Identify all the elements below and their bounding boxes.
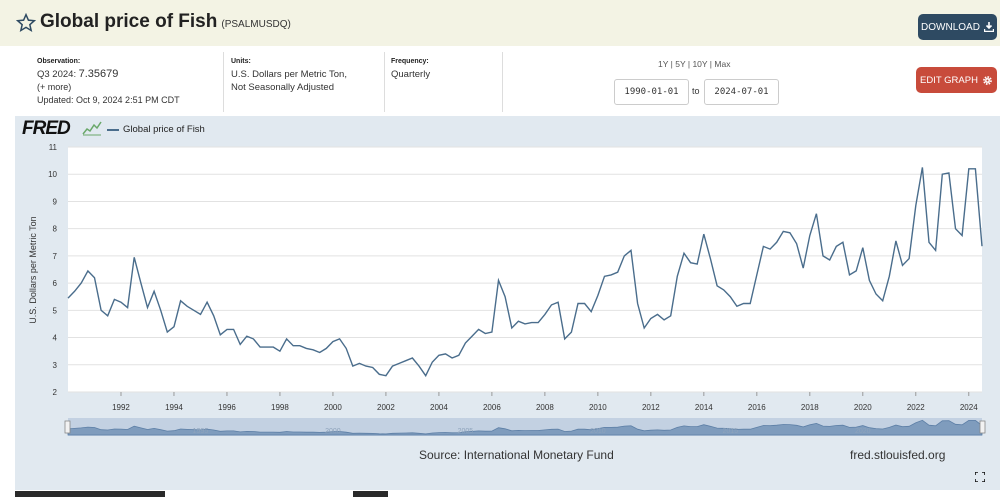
- divider: [384, 52, 385, 112]
- grid-lines: [68, 146, 982, 393]
- bottom-strip-segment: [353, 491, 388, 497]
- page-title: Global price of Fish (PSALMUSDQ): [40, 11, 291, 33]
- navigator-ticks: 1995 2000 2005 2010 2015 2020: [193, 428, 871, 435]
- fullscreen-icon[interactable]: [975, 472, 985, 482]
- header-bar: Global price of Fish (PSALMUSDQ) DOWNLOAD: [0, 0, 1000, 46]
- x-tick-label: 1998: [271, 403, 289, 412]
- site-link[interactable]: fred.stlouisfed.org: [850, 448, 946, 462]
- range-10y[interactable]: 10Y: [692, 59, 708, 69]
- bottom-strip-segment: [15, 491, 165, 497]
- x-tick-label: 2010: [589, 403, 607, 412]
- x-tick-label: 2022: [907, 403, 925, 412]
- x-tick-label: 2018: [801, 403, 819, 412]
- y-tick-label: 11: [49, 143, 58, 152]
- observation-block: Observation: Q3 2024: 7.35679 (+ more) U…: [37, 55, 180, 107]
- star-icon[interactable]: [16, 13, 36, 33]
- x-tick-label: 2000: [324, 403, 342, 412]
- range-sep: |: [709, 59, 713, 69]
- y-axis-label: U.S. Dollars per Metric Ton: [28, 216, 38, 323]
- units-line2: Not Seasonally Adjusted: [231, 82, 334, 93]
- units-label: Units:: [231, 58, 251, 65]
- y-tick-label: 2: [53, 388, 58, 397]
- end-date-input[interactable]: 2024-07-01: [704, 79, 779, 105]
- navigator-area: [67, 419, 983, 436]
- more-link[interactable]: (+ more): [37, 82, 72, 92]
- observation-value: 7.35679: [78, 68, 119, 80]
- y-tick-label: 8: [53, 225, 58, 234]
- y-tick-label: 4: [53, 334, 58, 343]
- y-tick-label: 3: [53, 361, 58, 370]
- x-tick-label: 2008: [536, 403, 554, 412]
- updated-text: Updated: Oct 9, 2024 2:51 PM CDT: [37, 95, 180, 105]
- x-tick-label: 1996: [218, 403, 236, 412]
- edit-graph-button[interactable]: EDIT GRAPH: [916, 67, 997, 93]
- fred-logo-sparkline-icon: [82, 121, 102, 136]
- x-tick-label: 2004: [430, 403, 448, 412]
- plot-background: [68, 147, 982, 392]
- navigator-handle-left: [64, 420, 71, 434]
- frequency-block: Frequency: Quarterly: [391, 55, 430, 81]
- x-tick-label: 2016: [748, 403, 766, 412]
- y-axis-ticks: 2 3 4 5 6 7 8 9 10 11: [48, 143, 57, 397]
- range-sep: |: [670, 59, 673, 69]
- x-tick-label: 1992: [112, 403, 130, 412]
- units-line1: U.S. Dollars per Metric Ton,: [231, 69, 347, 80]
- navigator-tick-label: 2000: [325, 428, 341, 435]
- divider: [502, 52, 503, 112]
- download-label: DOWNLOAD: [921, 21, 980, 33]
- observation-period: Q3 2024:: [37, 69, 77, 80]
- x-tick-label: 2014: [695, 403, 713, 412]
- start-date-input[interactable]: 1990-01-01: [614, 79, 689, 105]
- download-icon: [983, 22, 994, 32]
- legend-label: Global price of Fish: [123, 124, 205, 135]
- y-tick-label: 10: [48, 170, 57, 179]
- frequency-value: Quarterly: [391, 69, 431, 80]
- frequency-label: Frequency:: [391, 58, 429, 65]
- range-max[interactable]: Max: [714, 59, 731, 69]
- navigator-tick-label: 2020: [855, 428, 871, 435]
- divider: [223, 52, 224, 112]
- x-tick-label: 2024: [960, 403, 978, 412]
- download-button[interactable]: DOWNLOAD: [918, 14, 997, 40]
- x-tick-label: 2006: [483, 403, 501, 412]
- units-block: Units: U.S. Dollars per Metric Ton, Not …: [231, 55, 347, 94]
- x-axis-ticks: 1992 1994 1996 1998 2000 2002 2004 2006 2008 2010…: [112, 392, 978, 412]
- y-tick-label: 9: [53, 197, 58, 206]
- navigator-tick-label: 2005: [458, 428, 474, 435]
- fred-logo: FRED: [22, 118, 71, 139]
- to-label: to: [692, 86, 700, 96]
- bottom-strip: [0, 491, 1000, 497]
- gear-icon: [983, 75, 992, 85]
- edit-graph-label: EDIT GRAPH: [920, 74, 978, 86]
- x-tick-label: 2002: [377, 403, 395, 412]
- range-1y[interactable]: 1Y: [658, 59, 669, 69]
- navigator-tick-label: 2015: [723, 428, 739, 435]
- x-tick-label: 2012: [642, 403, 660, 412]
- y-tick-label: 5: [53, 306, 58, 315]
- navigator-tick-label: 2010: [590, 428, 606, 435]
- y-tick-label: 6: [53, 279, 58, 288]
- x-tick-label: 2020: [854, 403, 872, 412]
- legend-swatch: [107, 129, 119, 131]
- series-code: (PSALMUSDQ): [221, 19, 291, 30]
- series-title: Global price of Fish: [40, 11, 218, 32]
- x-tick-label: 1994: [165, 403, 183, 412]
- fish-price-chart: 2 3 4 5 6 7 8 9 10 11 1992 1994 1996 1998 2000 2002 200…: [28, 143, 986, 436]
- navigator-tick-label: 1995: [193, 428, 209, 435]
- y-tick-label: 7: [53, 252, 58, 261]
- source-text: Source: International Monetary Fund: [419, 448, 614, 462]
- range-sep: |: [687, 59, 691, 69]
- range-5y[interactable]: 5Y: [675, 59, 686, 69]
- observation-label: Observation:: [37, 58, 81, 65]
- series-line-global-price-of-fish: [67, 167, 983, 378]
- navigator-handle-right: [979, 420, 986, 434]
- range-selector: 1Y | 5Y | 10Y | Max: [658, 59, 730, 69]
